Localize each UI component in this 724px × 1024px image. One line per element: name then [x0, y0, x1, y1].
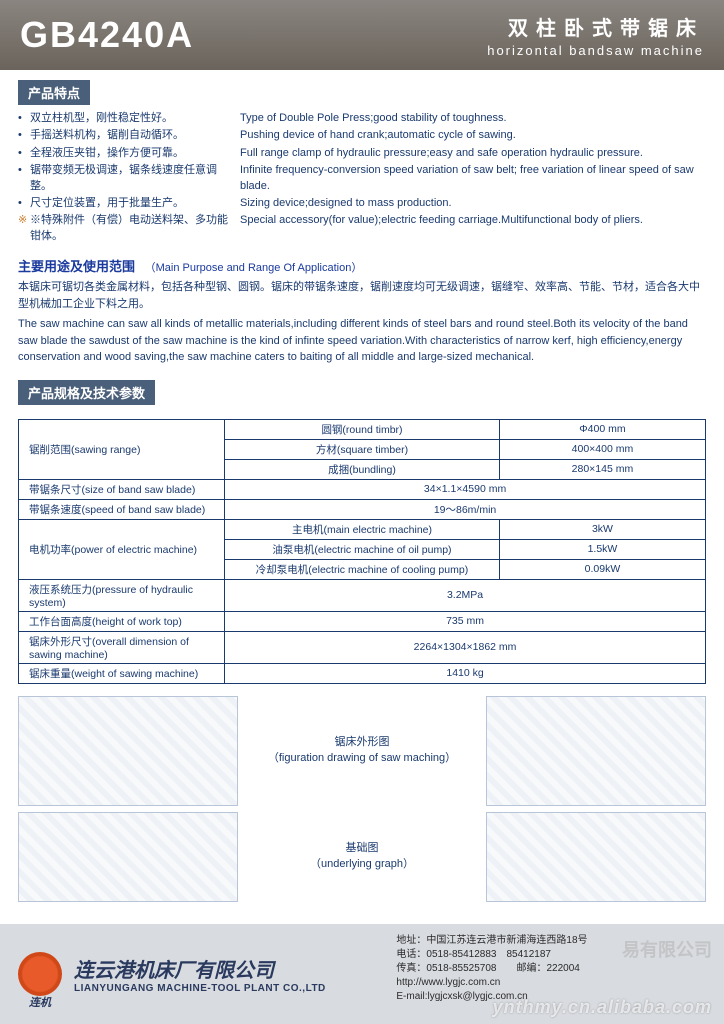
purpose-title-en: （Main Purpose and Range Of Application） [145, 262, 363, 274]
spec-value-cell: 1.5kW [499, 539, 705, 559]
drawing-labels: 锯床外形图 （figuration drawing of saw maching… [238, 696, 486, 908]
purpose-body: 本锯床可锯切各类金属材料，包括各种型钢、圆钢。锯床的带锯条速度，锯削速度均可无级… [18, 279, 706, 366]
feature-row: •锯带变频无极调速，锯条线速度任意调整。Infinite frequency-c… [18, 163, 706, 194]
special-cn: ※特殊附件（有偿）电动送料架、多功能钳体。 [30, 213, 240, 244]
fig2-en: （underlying graph） [238, 855, 486, 871]
company-logo-icon: 连机 [18, 952, 62, 996]
spec-label-cell: 液压系统压力(pressure of hydraulic system) [19, 579, 225, 611]
special-feature-row: ※ ※特殊附件（有偿）电动送料架、多功能钳体。 Special accessor… [18, 213, 706, 244]
watermark-company: 易有限公司 [622, 936, 712, 962]
spec-sub-cell: 成捆(bundling) [225, 459, 500, 479]
content-area: 产品特点 •双立柱机型，刚性稳定性好。Type of Double Pole P… [0, 70, 724, 924]
purpose-cn: 本锯床可锯切各类金属材料，包括各种型钢、圆钢。锯床的带锯条速度，锯削速度均可无级… [18, 279, 706, 312]
feature-en: Pushing device of hand crank;automatic c… [240, 128, 706, 143]
foundation-drawing-1 [18, 812, 238, 902]
feature-row: •手摇送料机构，锯削自动循环。Pushing device of hand cr… [18, 128, 706, 143]
special-en: Special accessory(for value);electric fe… [240, 213, 706, 244]
bullet-icon: • [18, 196, 30, 211]
machine-drawing-2 [486, 696, 706, 806]
bullet-icon: • [18, 146, 30, 161]
footer-company: 连机 连云港机床厂有限公司 LIANYUNGANG MACHINE-TOOL P… [18, 934, 396, 1014]
company-name-en: LIANYUNGANG MACHINE-TOOL PLANT CO.,LTD [74, 983, 326, 994]
table-row: 锯床重量(weight of sawing machine)1410 kg [19, 663, 706, 683]
header-titles: 双柱卧式带锯床 horizontal bandsaw machine [487, 12, 704, 58]
table-row: 带锯条尺寸(size of band saw blade)34×1.1×4590… [19, 479, 706, 499]
specs-table: 锯削范围(sawing range)圆钢(round timbr)Φ400 mm… [18, 419, 706, 684]
company-name-cn: 连云港机床厂有限公司 [74, 954, 326, 983]
machine-drawing-1 [18, 696, 238, 806]
logo-text: 连机 [18, 994, 62, 1010]
table-row: 带锯条速度(speed of band saw blade)19～86m/min [19, 499, 706, 519]
feature-cn: 全程液压夹钳，操作方便可靠。 [30, 146, 240, 161]
title-en: horizontal bandsaw machine [487, 43, 704, 58]
bullet-icon: • [18, 111, 30, 126]
special-bullet: ※ [18, 213, 30, 244]
table-row: 工作台面高度(height of work top)735 mm [19, 611, 706, 631]
spec-value-cell: 19～86m/min [225, 499, 706, 519]
fig2-cn: 基础图 [238, 839, 486, 855]
drawings-area: 锯床外形图 （figuration drawing of saw maching… [18, 696, 706, 908]
contact-web: http://www.lygjc.com.cn [396, 976, 706, 990]
spec-value-cell: 280×145 mm [499, 459, 705, 479]
feature-cn: 锯带变频无极调速，锯条线速度任意调整。 [30, 163, 240, 194]
spec-value-cell: 735 mm [225, 611, 706, 631]
spec-sub-cell: 主电机(main electric machine) [225, 519, 500, 539]
spec-label-cell: 电机功率(power of electric machine) [19, 519, 225, 579]
spec-value-cell: 1410 kg [225, 663, 706, 683]
model-number: GB4240A [20, 14, 194, 56]
feature-row: •尺寸定位装置，用于批量生产。Sizing device;designed to… [18, 196, 706, 211]
feature-en: Type of Double Pole Press;good stability… [240, 111, 706, 126]
fig1-en: （figuration drawing of saw maching） [238, 749, 486, 765]
spec-value-cell: 34×1.1×4590 mm [225, 479, 706, 499]
spec-sub-cell: 圆钢(round timbr) [225, 419, 500, 439]
fig1-cn: 锯床外形图 [238, 733, 486, 749]
drawing-left-col [18, 696, 238, 908]
purpose-heading: 主要用途及使用范围 （Main Purpose and Range Of App… [18, 256, 706, 275]
watermark-url: ynthmy.cn.alibaba.com [493, 997, 712, 1018]
bullet-icon: • [18, 128, 30, 143]
features-heading: 产品特点 [18, 80, 90, 105]
spec-sub-cell: 方材(square timber) [225, 439, 500, 459]
feature-en: Full range clamp of hydraulic pressure;e… [240, 146, 706, 161]
spec-sub-cell: 油泵电机(electric machine of oil pump) [225, 539, 500, 559]
spec-label-cell: 工作台面高度(height of work top) [19, 611, 225, 631]
header: GB4240A 双柱卧式带锯床 horizontal bandsaw machi… [0, 0, 724, 70]
feature-cn: 手摇送料机构，锯削自动循环。 [30, 128, 240, 143]
drawing-right-col [486, 696, 706, 908]
specs-heading: 产品规格及技术参数 [18, 380, 155, 405]
title-cn: 双柱卧式带锯床 [487, 12, 704, 41]
feature-cn: 双立柱机型，刚性稳定性好。 [30, 111, 240, 126]
table-row: 锯床外形尺寸(overall dimension of sawing machi… [19, 631, 706, 663]
spec-value-cell: Φ400 mm [499, 419, 705, 439]
spec-value-cell: 3kW [499, 519, 705, 539]
feature-en: Infinite frequency-conversion speed vari… [240, 163, 706, 194]
purpose-title-cn: 主要用途及使用范围 [18, 259, 135, 274]
spec-label-cell: 锯床重量(weight of sawing machine) [19, 663, 225, 683]
feature-cn: 尺寸定位装置，用于批量生产。 [30, 196, 240, 211]
spec-value-cell: 0.09kW [499, 559, 705, 579]
spec-label-cell: 锯削范围(sawing range) [19, 419, 225, 479]
spec-value-cell: 400×400 mm [499, 439, 705, 459]
spec-sub-cell: 冷却泵电机(electric machine of cooling pump) [225, 559, 500, 579]
purpose-en: The saw machine can saw all kinds of met… [18, 316, 706, 366]
feature-row: •全程液压夹钳，操作方便可靠。Full range clamp of hydra… [18, 146, 706, 161]
contact-fax: 传真：0518-85525708 邮编：222004 [396, 962, 706, 976]
feature-row: •双立柱机型，刚性稳定性好。Type of Double Pole Press;… [18, 111, 706, 126]
spec-label-cell: 锯床外形尺寸(overall dimension of sawing machi… [19, 631, 225, 663]
spec-value-cell: 3.2MPa [225, 579, 706, 611]
spec-value-cell: 2264×1304×1862 mm [225, 631, 706, 663]
feature-en: Sizing device;designed to mass productio… [240, 196, 706, 211]
spec-label-cell: 带锯条尺寸(size of band saw blade) [19, 479, 225, 499]
features-list: •双立柱机型，刚性稳定性好。Type of Double Pole Press;… [18, 111, 706, 244]
bullet-icon: • [18, 163, 30, 194]
foundation-drawing-2 [486, 812, 706, 902]
spec-label-cell: 带锯条速度(speed of band saw blade) [19, 499, 225, 519]
table-row: 液压系统压力(pressure of hydraulic system)3.2M… [19, 579, 706, 611]
table-row: 电机功率(power of electric machine)主电机(main … [19, 519, 706, 539]
table-row: 锯削范围(sawing range)圆钢(round timbr)Φ400 mm [19, 419, 706, 439]
